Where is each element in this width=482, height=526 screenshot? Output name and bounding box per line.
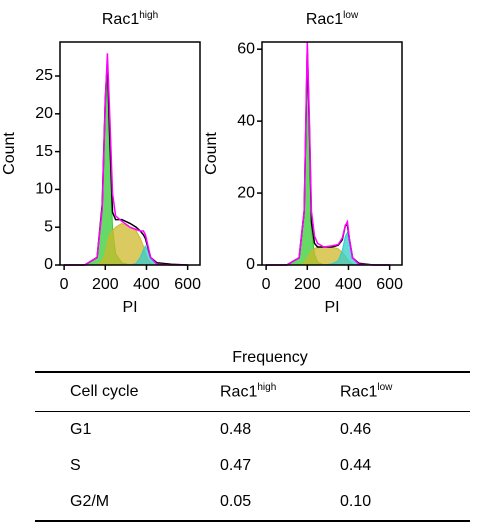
x-tick-label: 600 xyxy=(174,276,201,293)
cell: 0.47 xyxy=(220,457,252,474)
y-tick-label: 60 xyxy=(237,40,255,57)
y-tick-label: 0 xyxy=(246,256,255,273)
title-text: Rac1 xyxy=(102,11,139,28)
x-axis-label: PI xyxy=(122,299,137,316)
y-axis-label: Count xyxy=(1,132,18,175)
header-cell: Rac1low xyxy=(340,371,470,412)
cell: S xyxy=(70,457,81,474)
y-tick-label: 25 xyxy=(35,67,53,84)
component-area xyxy=(64,222,188,266)
y-axis-label: Count xyxy=(203,132,220,175)
x-tick-label: 600 xyxy=(376,276,403,293)
header-sup: high xyxy=(257,382,277,394)
x-tick-label: 400 xyxy=(133,276,160,293)
title-sup: high xyxy=(139,10,158,21)
chart-title: Rac1high xyxy=(102,10,158,29)
header-text: Rac1 xyxy=(340,383,378,401)
plot-frame xyxy=(261,41,403,266)
header-sup: low xyxy=(377,382,393,394)
cell: G1 xyxy=(70,421,92,438)
cell: 0.46 xyxy=(340,421,372,438)
x-tick-label: 400 xyxy=(335,276,362,293)
x-tick-label: 0 xyxy=(60,276,69,293)
y-tick-label: 15 xyxy=(35,143,53,160)
y-tick-label: 20 xyxy=(237,184,255,201)
component-area xyxy=(266,59,390,266)
chart-title: Rac1low xyxy=(306,10,359,29)
plot-frame xyxy=(59,41,201,266)
curve xyxy=(64,53,188,266)
cell: 0.48 xyxy=(220,421,252,438)
header-cell: Cell cycle xyxy=(35,371,220,412)
y-tick-label: 40 xyxy=(237,112,255,129)
title-text: Rac1 xyxy=(306,11,343,28)
header-text: Rac1 xyxy=(220,383,258,401)
cell: 0.05 xyxy=(220,484,340,522)
curve xyxy=(266,49,390,266)
title-sup: low xyxy=(343,10,359,21)
cell: 0.10 xyxy=(340,484,470,522)
y-tick-label: 0 xyxy=(44,256,53,273)
y-tick-label: 10 xyxy=(35,181,53,198)
header-cell: Rac1high xyxy=(220,371,340,412)
x-tick-label: 200 xyxy=(294,276,321,293)
y-tick-label: 20 xyxy=(35,105,53,122)
frequency-table: Frequency Cell cycle Rac1high Rac1low G1… xyxy=(35,345,470,522)
y-tick-label: 5 xyxy=(44,218,53,235)
component-area xyxy=(266,246,390,266)
x-tick-label: 200 xyxy=(92,276,119,293)
curve xyxy=(266,41,390,266)
group-header: Frequency xyxy=(232,349,308,366)
x-tick-label: 0 xyxy=(262,276,271,293)
x-axis-label: PI xyxy=(324,299,339,316)
cell: G2/M xyxy=(35,484,220,522)
cell: 0.44 xyxy=(340,457,372,474)
